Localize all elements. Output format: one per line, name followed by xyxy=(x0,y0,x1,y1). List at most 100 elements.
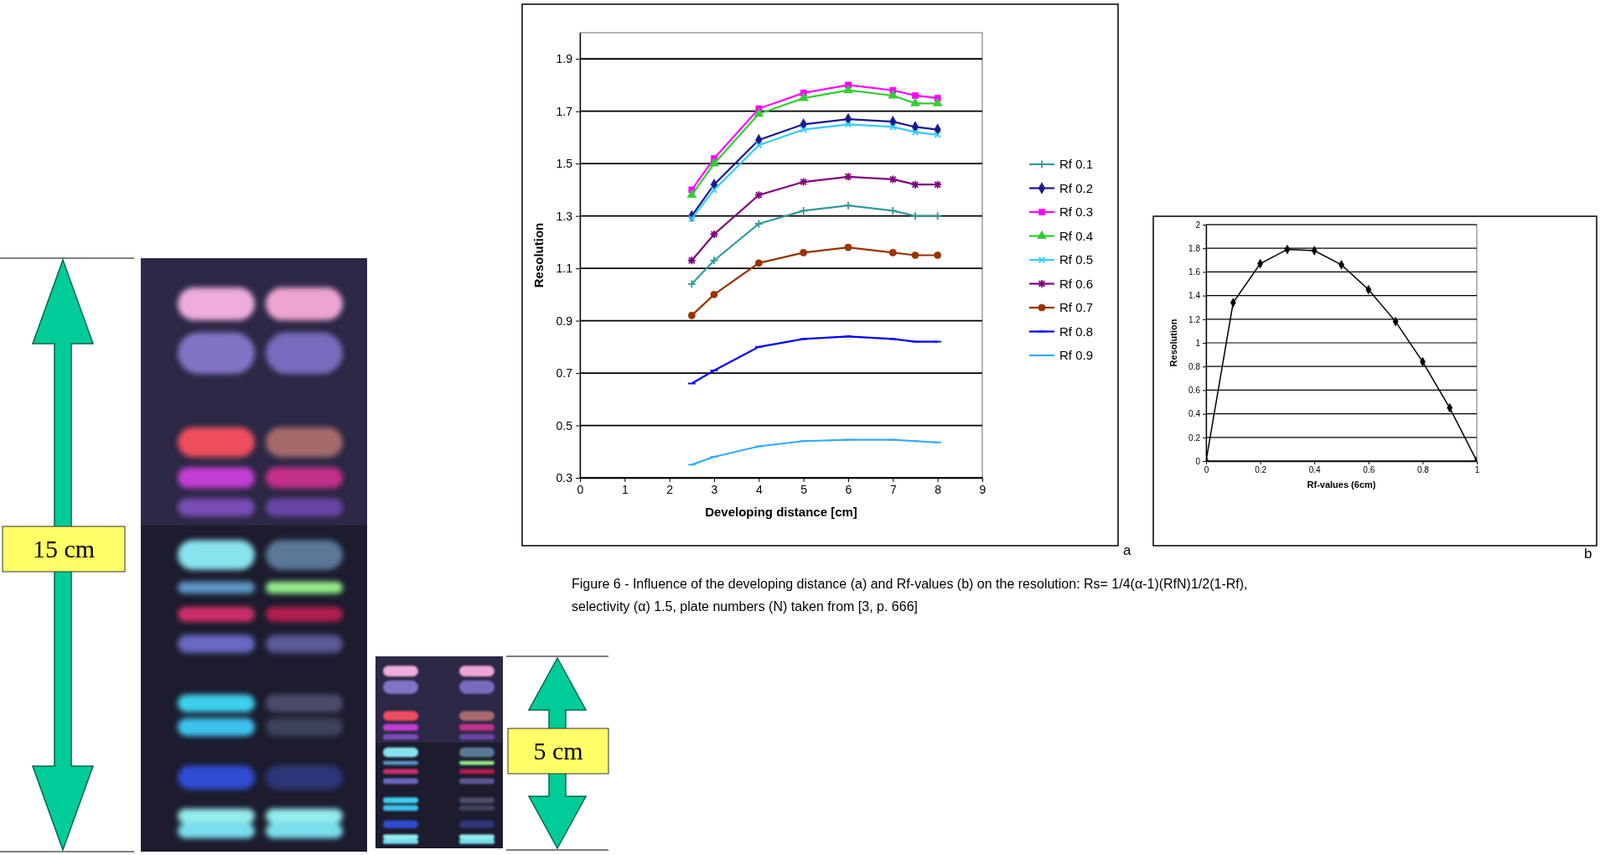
y-axis-tick: 1.5 xyxy=(556,156,580,171)
series-marker xyxy=(890,124,896,130)
grid-line xyxy=(1206,460,1477,461)
y-axis-title: Resolution xyxy=(1168,318,1179,367)
series-marker xyxy=(845,121,852,128)
plot-area xyxy=(1206,244,1477,461)
x-axis-tick: 3 xyxy=(711,477,719,497)
x-axis-tick-label: 8 xyxy=(934,482,942,497)
series-marker xyxy=(1474,456,1477,461)
grid-line xyxy=(579,476,983,479)
legend-marker xyxy=(1038,208,1045,215)
series-marker xyxy=(932,98,943,107)
series-line xyxy=(1206,249,1477,461)
series-marker xyxy=(911,181,920,189)
plate-band xyxy=(383,665,419,677)
plate-band xyxy=(177,498,255,517)
x-axis-tick-mark xyxy=(669,477,671,482)
y-axis-tick: 1.8 xyxy=(1188,243,1207,254)
legend-marker xyxy=(1039,257,1046,264)
y-axis-tick: 1.1 xyxy=(556,261,580,275)
plate-band xyxy=(383,710,419,720)
y-axis-tick-mark xyxy=(575,111,580,113)
y-axis-tick-label: 1.6 xyxy=(1188,267,1201,277)
series-line xyxy=(691,90,938,196)
y-axis-tick: 0.8 xyxy=(1188,362,1207,372)
series-marker xyxy=(933,181,942,189)
legend-marker xyxy=(1038,279,1046,288)
plate-band xyxy=(177,693,255,712)
grid-line xyxy=(579,162,983,165)
series-marker xyxy=(1419,357,1425,367)
grid-line xyxy=(1206,366,1477,368)
plate-band xyxy=(177,287,255,321)
plate-band xyxy=(265,808,343,824)
series-marker xyxy=(889,439,897,441)
plate-band xyxy=(459,710,495,720)
y-axis-tick-mark xyxy=(1202,414,1207,415)
figure: 15 cm5 cm01234567890.30.50.70.91.11.31.5… xyxy=(0,0,1600,855)
series-marker xyxy=(688,311,695,319)
x-axis: 00.20.40.60.81 xyxy=(1204,460,1481,475)
grid-line xyxy=(1206,271,1477,273)
series-marker xyxy=(911,212,920,220)
x-axis-tick-mark xyxy=(1206,460,1207,465)
series-marker xyxy=(754,108,764,117)
plate-band xyxy=(177,808,255,824)
chart-panel: 00.20.40.60.8100.20.40.60.811.21.41.61.8… xyxy=(1153,216,1597,562)
x-axis-tick: 0.2 xyxy=(1254,460,1267,475)
y-axis-tick-label: 1.1 xyxy=(556,261,574,275)
y-axis-line xyxy=(579,33,581,479)
plate-band xyxy=(177,332,255,375)
plate-band xyxy=(459,804,495,811)
legend-marker xyxy=(1038,331,1046,333)
x-axis-tick: 9 xyxy=(979,477,987,497)
series-marker xyxy=(755,259,762,267)
y-axis-tick-label: 1.2 xyxy=(1188,315,1201,325)
series-marker xyxy=(1338,260,1344,270)
plate-band xyxy=(459,680,495,694)
x-axis-tick: 4 xyxy=(755,477,763,497)
y-axis-title: Resolution xyxy=(531,222,546,289)
grid-line xyxy=(1206,318,1477,320)
y-axis-tick-mark xyxy=(575,372,580,374)
grid-line xyxy=(1206,413,1477,415)
y-axis-tick: 0.4 xyxy=(1188,409,1207,419)
series-marker xyxy=(755,142,762,149)
y-axis-tick-label: 0 xyxy=(1195,456,1201,467)
series-marker xyxy=(912,129,919,135)
plate-band xyxy=(459,838,495,845)
x-axis-tick-mark xyxy=(1476,460,1478,465)
y-axis-tick-label: 0.7 xyxy=(556,366,574,380)
grid-line xyxy=(1206,341,1477,343)
series-marker xyxy=(710,369,719,372)
legend-label: Rf 0.1 xyxy=(1059,156,1093,171)
series-marker xyxy=(1230,298,1236,308)
plate-background xyxy=(375,656,503,849)
y-axis-tick-mark xyxy=(575,58,580,60)
series-marker xyxy=(844,243,852,251)
grid-line xyxy=(1206,389,1477,391)
series-marker xyxy=(911,341,920,343)
plot-frame xyxy=(579,32,983,478)
x-axis-tick: 8 xyxy=(934,477,942,497)
reference-line xyxy=(506,656,609,658)
series-marker xyxy=(755,220,763,228)
x-axis-tick: 5 xyxy=(800,477,808,497)
grid-line xyxy=(579,110,983,113)
series-marker xyxy=(911,440,920,442)
y-axis-tick-mark xyxy=(1202,271,1207,273)
plate-band xyxy=(177,427,255,457)
plate-band xyxy=(265,581,343,594)
series-marker xyxy=(755,445,763,448)
legend-marker xyxy=(1038,304,1046,311)
x-axis-tick-label: 9 xyxy=(979,482,987,497)
plate-band xyxy=(459,734,495,741)
legend-line xyxy=(1029,354,1055,357)
series-line xyxy=(691,336,938,384)
plate-band xyxy=(459,761,495,766)
plate-band xyxy=(383,838,419,845)
series-marker xyxy=(1366,284,1372,295)
series-marker xyxy=(889,175,897,183)
y-axis-tick-label: 1.5 xyxy=(556,156,574,171)
y-axis-tick: 1.2 xyxy=(1188,315,1207,325)
plate-label: 5 cm xyxy=(533,736,583,765)
